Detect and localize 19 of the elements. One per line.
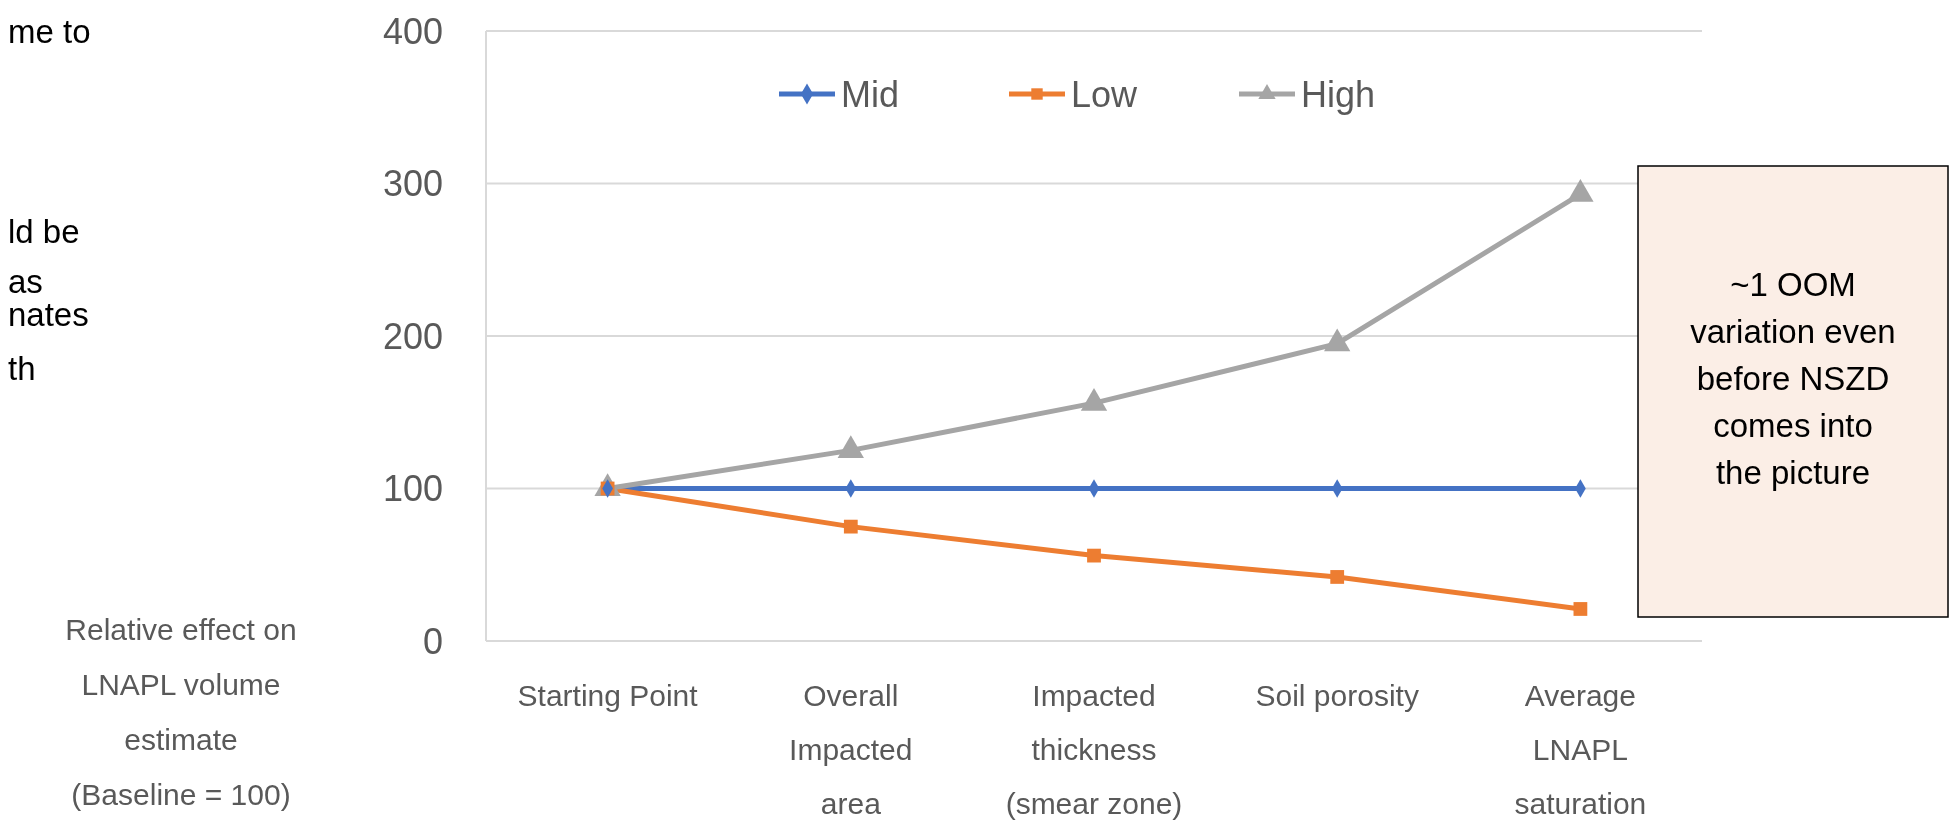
text: th (8, 349, 36, 387)
x-tick-label: Average LNAPL saturation (1514, 679, 1647, 820)
x-tick-label: Soil porosity (1255, 679, 1419, 712)
y-tick-label: 100 (382, 468, 443, 510)
text: me to (8, 12, 91, 50)
legend-label: High (1301, 73, 1376, 115)
x-tick-label: Starting Point (517, 679, 699, 712)
y-tick-label: 400 (382, 10, 443, 52)
legend-label: Mid (841, 73, 900, 115)
annotation: ~1 OOM variation even before NSZD comes into the picture (1690, 266, 1896, 491)
x-tick-label: Overall Impacted area (789, 679, 913, 820)
y-tick-label: 300 (382, 163, 443, 205)
x-tick-label: Impacted thickness (smear zone) (1005, 679, 1183, 820)
y-tick-label: 0 (422, 620, 443, 662)
text: ld be (8, 212, 80, 250)
y-tick-label: 200 (382, 315, 443, 357)
y-axis-title: Relative effect on LNAPL volume estimate (Baseline = 100) (65, 613, 297, 811)
text-box: ~1 OOM variation even before NSZD comes into the picture (1637, 165, 1949, 618)
legend-label: Low (1071, 73, 1139, 115)
